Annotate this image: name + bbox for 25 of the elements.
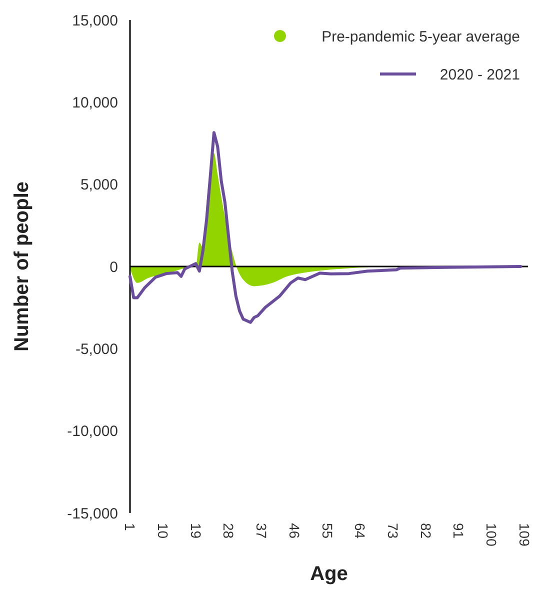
x-axis-title: Age xyxy=(310,563,348,585)
x-tick-label: 46 xyxy=(286,523,302,539)
y-tick-label: 15,000 xyxy=(72,12,118,30)
y-tick-label: 10,000 xyxy=(72,94,118,112)
x-tick-label: 100 xyxy=(484,523,500,547)
x-tick-label: 64 xyxy=(352,523,368,539)
legend-label: 2020 - 2021 xyxy=(440,66,520,84)
x-tick-label: 73 xyxy=(385,523,401,539)
x-tick-label: 10 xyxy=(154,523,171,539)
legend-label: Pre-pandemic 5-year average xyxy=(322,28,520,46)
y-axis-title: Number of people xyxy=(11,181,33,352)
x-tick-label: 1 xyxy=(122,523,138,531)
x-tick-label: 91 xyxy=(450,523,467,539)
x-tick-label: 28 xyxy=(220,523,237,539)
line-series xyxy=(128,131,522,324)
x-tick-label: 55 xyxy=(319,523,336,539)
x-tick-label: 37 xyxy=(254,523,270,539)
y-tick-label: -5,000 xyxy=(75,340,118,358)
x-tick-label: 82 xyxy=(418,523,434,539)
y-tick-label: 5,000 xyxy=(80,176,118,194)
x-tick-label: 109 xyxy=(516,523,532,547)
x-tick-label: 19 xyxy=(188,523,204,539)
y-tick-label: 0 xyxy=(110,258,118,276)
y-tick-label: -10,000 xyxy=(67,423,118,440)
y-tick-label: -15,000 xyxy=(67,505,118,522)
